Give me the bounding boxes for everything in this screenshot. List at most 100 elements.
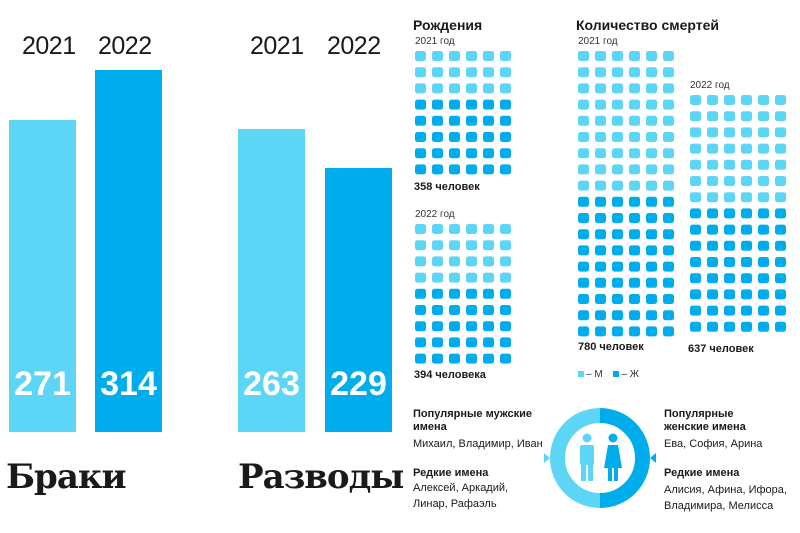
deaths-2021-cell bbox=[646, 229, 657, 240]
deaths-2022-cell bbox=[775, 224, 786, 235]
deaths-2022-cell bbox=[758, 305, 769, 316]
deaths-2021-cell bbox=[646, 83, 657, 94]
deaths-2021-cell bbox=[663, 99, 674, 110]
deaths-2021-cell bbox=[629, 245, 640, 256]
births-2021-cell bbox=[500, 67, 511, 78]
deaths-2021-cell bbox=[629, 229, 640, 240]
deaths-2022-cell bbox=[758, 192, 769, 203]
births-2021-cell bbox=[415, 132, 426, 142]
divorces-bar-2022: 229 bbox=[325, 168, 392, 432]
deaths-2021-cell bbox=[629, 51, 640, 61]
deaths-2021-cell bbox=[663, 213, 674, 223]
deaths-2022-cell bbox=[775, 321, 786, 332]
deaths-2021-cell bbox=[663, 245, 674, 256]
births-2022-cell bbox=[500, 272, 511, 283]
deaths-2022-cell bbox=[690, 111, 701, 122]
divorces-year-2021: 2021 bbox=[250, 32, 304, 60]
female-rare-names: Алисия, Афина, Ифора, Владимира, Мелисса bbox=[664, 484, 787, 512]
births-2022-cell bbox=[466, 256, 477, 267]
deaths-2022-cell bbox=[707, 305, 718, 316]
deaths-2021-cell bbox=[612, 99, 623, 110]
deaths-2022-cell bbox=[707, 208, 718, 219]
births-2021-cell bbox=[500, 99, 511, 110]
deaths-2022-cell bbox=[758, 143, 769, 154]
births-2022-cell bbox=[415, 224, 426, 234]
deaths-2021-cell bbox=[663, 51, 674, 61]
deaths-2021-cell bbox=[578, 294, 589, 304]
deaths-2021-cell bbox=[612, 180, 623, 191]
deaths-2021-cell bbox=[578, 148, 589, 159]
births-2022-cell bbox=[449, 305, 460, 315]
births-2021-cell bbox=[466, 132, 477, 142]
deaths-2022-cell bbox=[690, 208, 701, 219]
deaths-2021-cell bbox=[595, 164, 606, 175]
deaths-2021-cell bbox=[595, 83, 606, 94]
births-2021-count: 358 человек bbox=[414, 181, 480, 193]
births-2022-cell bbox=[415, 272, 426, 283]
births-2022-cell bbox=[415, 337, 426, 348]
deaths-2022-cell bbox=[707, 111, 718, 122]
births-2022-cell bbox=[483, 240, 494, 251]
deaths-2021-cell bbox=[578, 196, 589, 207]
births-2021-cell bbox=[415, 99, 426, 110]
births-2021-cell bbox=[500, 83, 511, 94]
births-2021-cell bbox=[483, 164, 494, 175]
deaths-2022-cell bbox=[758, 159, 769, 170]
deaths-2021-cell bbox=[595, 99, 606, 110]
deaths-2022-cell bbox=[707, 192, 718, 203]
deaths-2021-cell bbox=[646, 294, 657, 304]
births-2022-grid bbox=[415, 224, 511, 364]
deaths-2021-cell bbox=[612, 115, 623, 126]
deaths-2022-cell bbox=[690, 240, 701, 251]
deaths-2021-cell bbox=[595, 326, 606, 337]
deaths-2021-cell bbox=[629, 326, 640, 337]
births-2021-cell bbox=[449, 51, 460, 61]
deaths-2021-cell bbox=[595, 67, 606, 78]
births-2022-cell bbox=[432, 272, 443, 283]
births-2022-cell bbox=[415, 321, 426, 332]
births-2021-cell bbox=[483, 115, 494, 126]
deaths-2022-cell bbox=[775, 143, 786, 154]
deaths-2022-cell bbox=[724, 289, 735, 300]
marriages-value-2021: 271 bbox=[14, 365, 71, 403]
births-2021-cell bbox=[449, 115, 460, 126]
births-2021-cell bbox=[483, 99, 494, 110]
deaths-2022-cell bbox=[758, 289, 769, 300]
deaths-2022-cell bbox=[724, 257, 735, 267]
births-2021-cell bbox=[500, 164, 511, 175]
deaths-2022-cell bbox=[758, 95, 769, 105]
births-2022-cell bbox=[449, 337, 460, 348]
legend-male-label: – М bbox=[586, 369, 603, 380]
births-2022-cell bbox=[449, 272, 460, 283]
deaths-2021-cell bbox=[663, 115, 674, 126]
births-2022-cell bbox=[415, 240, 426, 251]
deaths-2021-cell bbox=[646, 51, 657, 61]
births-2022-cell bbox=[483, 272, 494, 283]
deaths-2021-cell bbox=[595, 132, 606, 142]
deaths-2022-cell bbox=[775, 208, 786, 219]
deaths-2022-cell bbox=[707, 127, 718, 138]
births-2022-cell bbox=[432, 305, 443, 315]
deaths-2022-cell bbox=[775, 127, 786, 138]
deaths-2022-cell bbox=[707, 240, 718, 251]
deaths-2022-cell bbox=[724, 240, 735, 251]
deaths-2021-cell bbox=[663, 180, 674, 191]
births-2022-cell bbox=[500, 337, 511, 348]
deaths-2021-cell bbox=[629, 115, 640, 126]
deaths-2021-cell bbox=[612, 51, 623, 61]
births-2021-cell bbox=[432, 132, 443, 142]
male-rare-names: Алексей, Аркадий, Линар, Рафаэль bbox=[413, 482, 509, 510]
deaths-2021-count: 780 человек bbox=[578, 341, 644, 353]
deaths-2022-cell bbox=[775, 159, 786, 170]
births-2022-cell bbox=[500, 224, 511, 234]
deaths-2022-cell bbox=[690, 143, 701, 154]
legend: – М – Ж bbox=[578, 369, 639, 380]
births-2021-cell bbox=[415, 164, 426, 175]
deaths-2022-cell bbox=[707, 95, 718, 105]
births-2022-cell bbox=[432, 337, 443, 348]
deaths-2022-cell bbox=[758, 257, 769, 267]
deaths-2021-cell bbox=[595, 115, 606, 126]
births-2022-cell bbox=[432, 256, 443, 267]
deaths-2022-cell bbox=[707, 176, 718, 186]
deaths-2022-cell bbox=[758, 176, 769, 186]
